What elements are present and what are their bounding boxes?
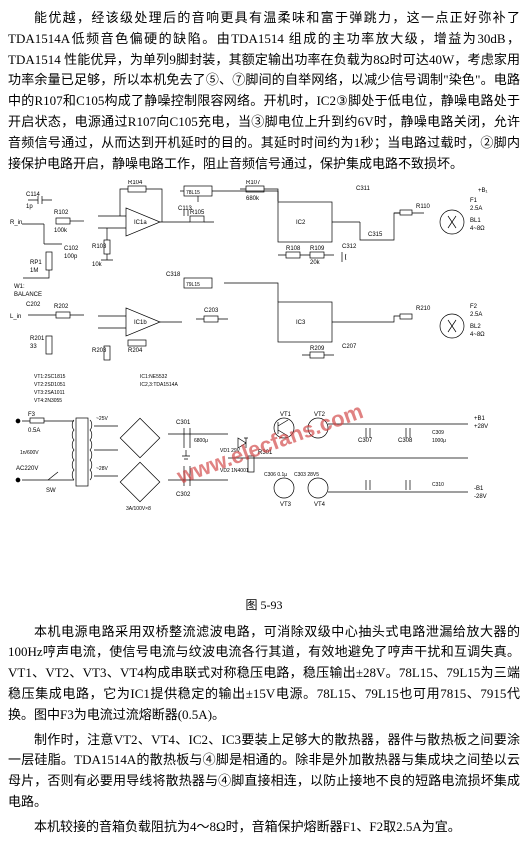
lbl-25v: ~25V bbox=[96, 416, 108, 422]
intro-paragraph: 能优越，经该级处理后的音响更具有温柔味和富于弹跳力，这一点正好弥补了TDA151… bbox=[8, 8, 520, 174]
lbl-plusB1: +B₁ bbox=[478, 188, 488, 194]
lbl-ic3: IC3 bbox=[296, 320, 306, 326]
lbl-c102v: 100p bbox=[64, 254, 78, 260]
lbl-minus28: -28V bbox=[474, 494, 487, 500]
lbl-ic23type: IC2,3:TDA1514A bbox=[140, 382, 178, 388]
lbl-c312: C312 bbox=[342, 244, 357, 250]
lbl-c301: C301 bbox=[176, 420, 191, 426]
lbl-c303: C303 28V5 bbox=[294, 472, 319, 478]
lbl-r203: R203 bbox=[92, 348, 107, 354]
lbl-balance: BALANCE bbox=[14, 292, 42, 298]
lbl-vt2: VT2:2SD1051 bbox=[34, 382, 66, 388]
lbl-w1: W1: bbox=[14, 284, 25, 290]
lbl-rp1: RP1 bbox=[30, 260, 42, 266]
lbl-r204: R204 bbox=[128, 348, 143, 354]
lbl-r301: R301 bbox=[258, 450, 273, 456]
lbl-bridge: 3A/100V×8 bbox=[126, 506, 151, 512]
figure-caption: 图 5-93 bbox=[8, 596, 520, 615]
lbl-r103v: 10k bbox=[92, 262, 103, 268]
lbl-r109v: 20k bbox=[310, 260, 321, 266]
lbl-f1v: 2.5A bbox=[470, 206, 482, 212]
lbl-c311: C311 bbox=[356, 186, 371, 192]
lbl-c102: C102 bbox=[64, 246, 79, 252]
lbl-r103: R103 bbox=[92, 244, 107, 250]
lbl-r105: R105 bbox=[190, 210, 205, 216]
lbl-vd1: VD1 29V bbox=[220, 448, 241, 454]
lbl-c309v: 1000μ bbox=[432, 438, 446, 444]
lbl-bl1v: 4~8Ω bbox=[470, 226, 485, 232]
lbl-r107v: 680k bbox=[246, 196, 260, 202]
lbl-plus28: +28V bbox=[474, 424, 488, 430]
lbl-vt4t: VT4 bbox=[314, 502, 326, 508]
lbl-r104: R104 bbox=[128, 180, 143, 186]
lbl-f2v: 2.5A bbox=[470, 312, 482, 318]
lbl-rin: R_in bbox=[10, 220, 22, 226]
lbl-r202: R202 bbox=[54, 304, 69, 310]
circuit-figure: C114 1p R102 100k C102 100p RP1 1M W1: B… bbox=[8, 180, 520, 590]
lbl-ic1b: IC1b bbox=[134, 320, 147, 326]
lbl-vt1: VT1:2SC1815 bbox=[34, 374, 66, 380]
lbl-1n600: 1n/600V bbox=[20, 450, 39, 456]
lbl-vt4: VT4:2N3055 bbox=[34, 398, 62, 404]
lbl-f3v: 0.5A bbox=[28, 428, 40, 434]
lbl-79l15: 79L15 bbox=[186, 282, 200, 288]
lbl-sw: SW bbox=[46, 488, 56, 494]
lbl-r201v: 33 bbox=[30, 344, 37, 350]
lbl-r201: R201 bbox=[30, 336, 45, 342]
lbl-f1: F1 bbox=[470, 198, 478, 204]
lbl-c202: C202 bbox=[26, 302, 41, 308]
lbl-r110: R110 bbox=[416, 204, 431, 210]
lbl-c307: C307 bbox=[358, 438, 373, 444]
lbl-ic1type: IC1:NE5532 bbox=[140, 374, 167, 380]
lbl-r109: R109 bbox=[310, 246, 325, 252]
lbl-ac220: AC220V bbox=[16, 466, 38, 472]
lbl-ic1a: IC1a bbox=[134, 220, 147, 226]
lbl-c301v: 6800μ bbox=[194, 438, 208, 444]
lbl-bl1: BL1 bbox=[470, 218, 481, 224]
lbl-r102: R102 bbox=[54, 210, 69, 216]
lbl-r108: R108 bbox=[286, 246, 301, 252]
lbl-r102v: 100k bbox=[54, 228, 68, 234]
lbl-vt1t: VT1 bbox=[280, 412, 292, 418]
lbl-bl2v: 4~8Ω bbox=[470, 332, 485, 338]
circuit-diagram-svg: C114 1p R102 100k C102 100p RP1 1M W1: B… bbox=[8, 180, 520, 590]
lbl-c315: C315 bbox=[368, 232, 383, 238]
speaker-paragraph: 本机较接的音箱负载阻抗为4～8Ω时，音箱保护熔断器F1、F2取2.5A为宜。 bbox=[8, 817, 520, 838]
build-paragraph: 制作时，注意VT2、VT4、IC2、IC3要装上足够大的散热器，器件与散热板之间… bbox=[8, 730, 520, 813]
lbl-c207: C207 bbox=[342, 344, 357, 350]
lbl-c306: C306 0.1μ bbox=[264, 472, 287, 478]
lbl-vd2: VD2 1N4001 bbox=[220, 468, 249, 474]
lbl-plusB1p: +B1 bbox=[474, 416, 486, 422]
psu-paragraph: 本机电源电路采用双桥整流滤波电路，可消除双级中心抽头式电路泄漏给放大器的100H… bbox=[8, 622, 520, 726]
lbl-c308: C308 bbox=[398, 438, 413, 444]
lbl-vt2t: VT2 bbox=[314, 412, 326, 418]
lbl-f2: F2 bbox=[470, 304, 478, 310]
lbl-f3: F3 bbox=[28, 412, 36, 418]
lbl-78l15: 78L15 bbox=[186, 190, 200, 196]
lbl-c318: C318 bbox=[166, 272, 181, 278]
lbl-28v: ~28V bbox=[96, 466, 108, 472]
lbl-r210: R210 bbox=[416, 306, 431, 312]
lbl-bl2: BL2 bbox=[470, 324, 481, 330]
lbl-c302: C302 bbox=[176, 492, 191, 498]
lbl-c114v: 1p bbox=[26, 204, 33, 210]
lbl-c309: C309 bbox=[432, 430, 444, 436]
lbl-rp1v: 1M bbox=[30, 268, 38, 274]
lbl-minusB1: -B1 bbox=[474, 486, 484, 492]
lbl-ic2: IC2 bbox=[296, 220, 306, 226]
lbl-lin: L_in bbox=[10, 314, 21, 320]
lbl-c203: C203 bbox=[204, 308, 219, 314]
lbl-r107: R107 bbox=[246, 180, 261, 186]
lbl-r209: R209 bbox=[310, 346, 325, 352]
lbl-c310: C310 bbox=[432, 482, 444, 488]
lbl-vt3: VT3:2SA1011 bbox=[34, 390, 65, 396]
lbl-c114: C114 bbox=[26, 192, 41, 198]
lbl-vt3t: VT3 bbox=[280, 502, 292, 508]
